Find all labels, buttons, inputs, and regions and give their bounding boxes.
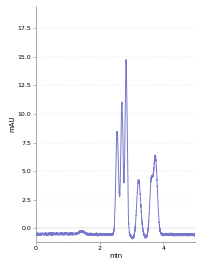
X-axis label: min: min bbox=[108, 253, 122, 259]
Y-axis label: mAU: mAU bbox=[10, 115, 15, 132]
